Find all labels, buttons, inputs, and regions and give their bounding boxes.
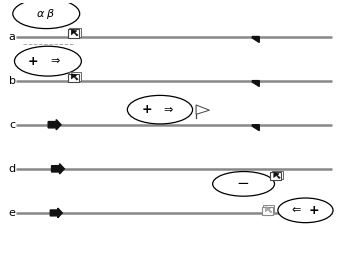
Text: b: b xyxy=(8,76,16,86)
Bar xyxy=(68,74,79,82)
Ellipse shape xyxy=(13,0,80,29)
Ellipse shape xyxy=(128,95,192,124)
Text: 20 bp: 20 bp xyxy=(37,48,59,58)
Text: e: e xyxy=(9,208,16,218)
Bar xyxy=(69,28,81,37)
Polygon shape xyxy=(71,74,78,80)
Polygon shape xyxy=(50,208,62,218)
Polygon shape xyxy=(252,81,259,87)
Text: +: + xyxy=(28,55,38,68)
Bar xyxy=(68,29,79,38)
Text: ⇐: ⇐ xyxy=(292,205,301,215)
Bar xyxy=(264,205,274,213)
Ellipse shape xyxy=(212,171,274,196)
Polygon shape xyxy=(196,105,209,114)
Text: ⇒: ⇒ xyxy=(50,56,59,66)
Bar xyxy=(69,72,81,81)
Text: $\alpha\ \beta$: $\alpha\ \beta$ xyxy=(36,7,55,21)
Ellipse shape xyxy=(15,46,81,76)
Text: +: + xyxy=(141,103,152,116)
Ellipse shape xyxy=(278,198,333,223)
Text: a: a xyxy=(9,32,16,42)
Polygon shape xyxy=(52,164,64,174)
Polygon shape xyxy=(71,30,78,36)
Polygon shape xyxy=(252,125,259,131)
Text: c: c xyxy=(9,120,15,130)
Polygon shape xyxy=(252,37,259,42)
Polygon shape xyxy=(265,207,272,213)
Bar xyxy=(262,207,273,215)
Text: d: d xyxy=(8,164,16,174)
Text: ⇒: ⇒ xyxy=(164,105,173,115)
Bar xyxy=(272,171,283,179)
Bar xyxy=(270,172,281,180)
Polygon shape xyxy=(48,120,61,130)
Polygon shape xyxy=(274,173,280,179)
Text: −: − xyxy=(237,176,249,191)
Text: +: + xyxy=(308,204,319,217)
